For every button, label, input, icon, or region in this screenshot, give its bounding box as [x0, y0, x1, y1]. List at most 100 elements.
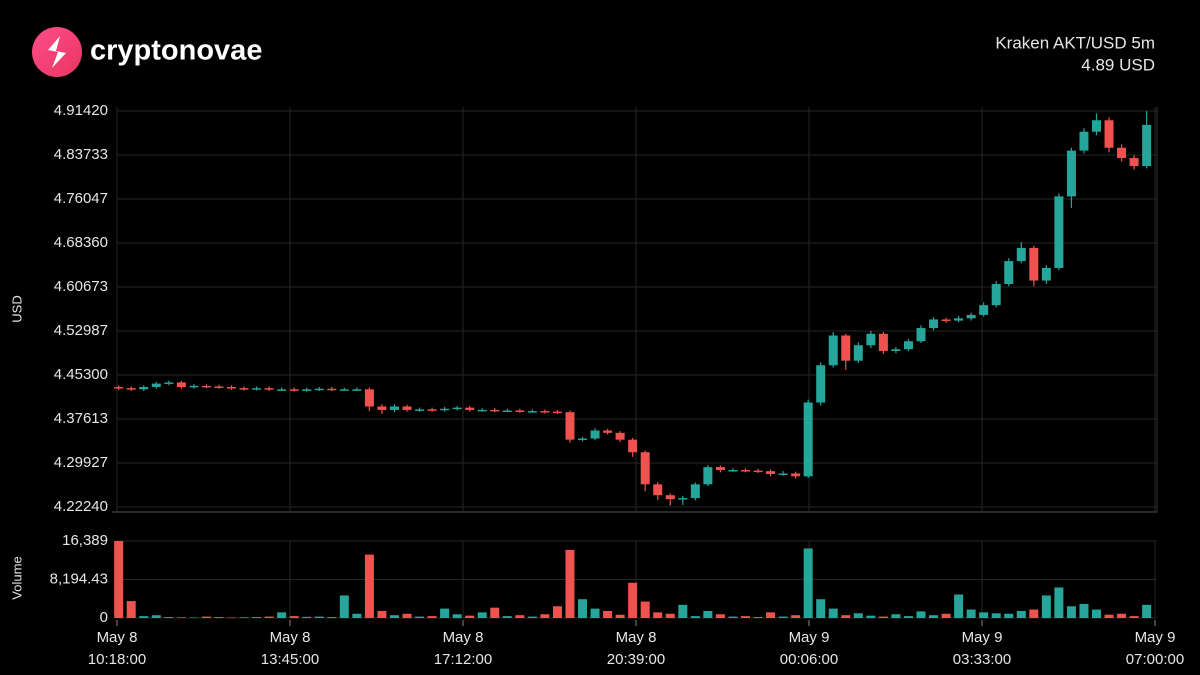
- candle: [778, 471, 788, 476]
- candle: [653, 482, 663, 500]
- candle: [352, 387, 362, 392]
- candle-body: [139, 387, 149, 390]
- x-tick-date: May 8: [443, 629, 484, 646]
- volume-bar: [114, 541, 124, 618]
- volume-bar: [239, 617, 249, 618]
- candle-body: [402, 406, 412, 410]
- candle-body: [151, 383, 161, 388]
- candle: [477, 408, 487, 412]
- candle-body: [991, 283, 1001, 306]
- candle: [628, 437, 638, 457]
- y-tick-label: 4.37613: [54, 410, 108, 427]
- x-tick-time: 13:45:00: [261, 651, 319, 668]
- volume-bar: [214, 617, 224, 618]
- candle: [440, 407, 450, 412]
- candle: [226, 385, 236, 390]
- candle-body: [653, 484, 663, 496]
- volume-bar: [979, 612, 989, 618]
- candle-body: [1066, 150, 1076, 197]
- candle: [264, 386, 274, 392]
- candle: [991, 281, 1001, 308]
- candle: [1129, 155, 1139, 170]
- candle-body: [114, 387, 124, 389]
- volume-tick-label: 8,194.43: [50, 570, 108, 587]
- volume-bar: [703, 610, 713, 618]
- volume-bar: [903, 616, 913, 618]
- candle-body: [979, 305, 989, 315]
- y-tick-label: 4.91420: [54, 102, 108, 119]
- x-tick-date: May 8: [97, 629, 138, 646]
- volume-bar: [314, 616, 324, 618]
- volume-bar: [929, 615, 939, 618]
- candle-body: [891, 349, 901, 351]
- volume-bar: [352, 613, 362, 618]
- volume-bar: [1029, 609, 1039, 618]
- candle: [728, 468, 738, 472]
- candle: [1054, 193, 1064, 271]
- candle: [816, 362, 826, 406]
- candle: [903, 338, 913, 351]
- candle: [753, 468, 763, 473]
- candle: [665, 493, 675, 506]
- candle: [740, 468, 750, 473]
- candle: [979, 302, 989, 317]
- candle: [1066, 147, 1076, 208]
- candle-body: [866, 333, 876, 346]
- candle-body: [966, 314, 976, 319]
- candle-body: [527, 411, 537, 413]
- candle-body: [490, 409, 500, 412]
- candle: [151, 381, 161, 389]
- candle: [452, 405, 462, 411]
- y-tick-label: 4.60673: [54, 278, 108, 295]
- candle: [1029, 245, 1039, 287]
- candle-body: [590, 430, 600, 439]
- x-tick-date: May 9: [789, 629, 830, 646]
- volume-bar: [252, 617, 262, 618]
- volume-bar: [916, 611, 926, 618]
- candle: [427, 407, 437, 412]
- x-tick-date: May 9: [1135, 629, 1176, 646]
- candle-body: [502, 410, 512, 412]
- candle-body: [1016, 247, 1026, 262]
- candle-body: [1091, 120, 1101, 132]
- candle-body: [289, 389, 299, 391]
- volume-bar: [1016, 610, 1026, 618]
- volume-bar: [603, 610, 613, 618]
- y-tick-label: 4.22240: [54, 498, 108, 515]
- candle-body: [1129, 158, 1139, 167]
- candle: [415, 407, 425, 412]
- candle: [389, 404, 399, 413]
- volume-bar: [515, 615, 525, 618]
- candle-body: [665, 495, 675, 500]
- x-tick-time: 20:39:00: [607, 651, 665, 668]
- volume-bar: [364, 554, 374, 618]
- brand-name: cryptonovae: [90, 35, 262, 67]
- candle: [853, 342, 863, 363]
- candle: [640, 450, 650, 492]
- volume-bar: [490, 607, 500, 618]
- candle-body: [252, 388, 262, 390]
- candle: [1016, 242, 1026, 264]
- candle-body: [853, 345, 863, 361]
- candle-body: [766, 471, 776, 475]
- volume-bar: [540, 614, 550, 618]
- candle-body: [176, 382, 186, 388]
- candle-body: [628, 439, 638, 453]
- x-tick-date: May 8: [616, 629, 657, 646]
- volume-bar: [389, 615, 399, 618]
- volume-bar: [139, 616, 149, 618]
- candle: [878, 332, 888, 354]
- candle-body: [715, 467, 725, 471]
- candle-body: [201, 385, 211, 388]
- volume-bar: [565, 549, 575, 618]
- volume-bar: [415, 616, 425, 618]
- candle: [540, 409, 550, 414]
- candle: [1117, 144, 1127, 162]
- candle: [527, 409, 537, 413]
- volume-bar: [377, 610, 387, 618]
- candle: [615, 431, 625, 442]
- candle-body: [264, 388, 274, 390]
- x-tick-date: May 8: [270, 629, 311, 646]
- volume-bar: [866, 615, 876, 618]
